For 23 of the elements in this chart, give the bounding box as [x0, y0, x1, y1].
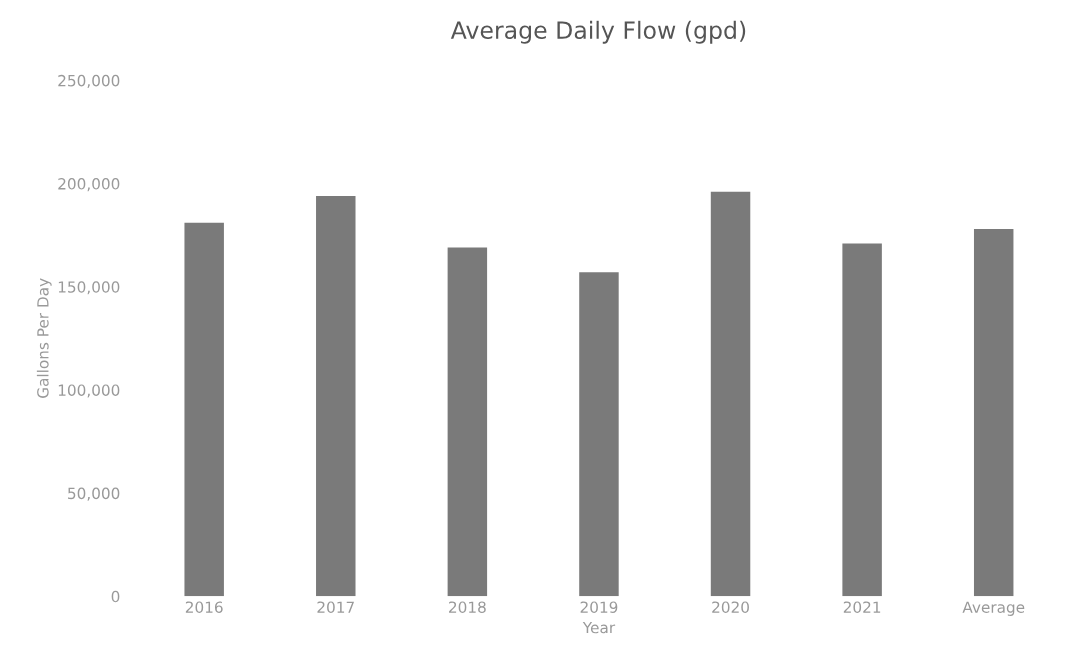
bar: [710, 191, 751, 597]
y-axis-title: Gallons Per Day: [36, 278, 52, 398]
chart-title: Average Daily Flow (gpd): [450, 20, 746, 44]
x-axis-title: Year: [582, 621, 616, 634]
y-tick-label: 0: [111, 590, 120, 603]
y-tick-label: 150,000: [58, 281, 120, 295]
x-tick-label: 2016: [185, 601, 223, 613]
y-tick-label: 250,000: [58, 74, 120, 88]
y-tick-label: 50,000: [68, 487, 120, 501]
x-tick-label: Average: [962, 601, 1025, 616]
y-tick-label: 200,000: [58, 178, 120, 192]
bar: [579, 272, 619, 597]
x-tick-label: 2018: [449, 601, 486, 613]
bar: [973, 228, 1014, 597]
bar: [316, 195, 356, 597]
x-tick-label: 2020: [712, 601, 749, 613]
x-tick-label: 2021: [843, 601, 881, 613]
x-tick-label: 2019: [580, 601, 618, 613]
x-tick-label: 2017: [317, 601, 354, 613]
bar: [184, 222, 224, 597]
bar: [447, 247, 488, 597]
bar: [842, 243, 882, 597]
y-tick-label: 100,000: [58, 384, 120, 398]
